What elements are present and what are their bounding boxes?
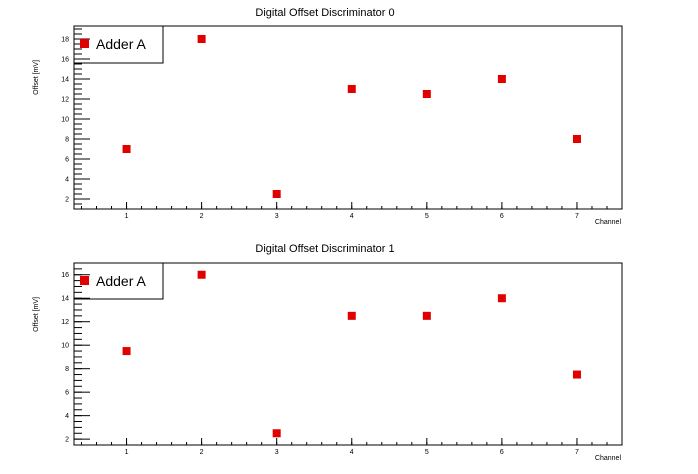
data-point [122,145,131,153]
y-tick-label: 2 [65,437,69,444]
y-axis: 2 4 6 8 10 12 14 16 18 [61,28,90,210]
y-tick-label: 14 [61,296,69,303]
data-point [497,75,506,83]
y-tick-label: 2 [65,197,69,204]
legend: Adder A [73,25,164,64]
y-tick-label: 16 [61,57,69,64]
x-axis: 1 2 3 4 5 6 7 [81,438,623,456]
legend-label: Adder A [96,273,146,289]
data-point [572,370,581,379]
x-tick-label: 2 [200,213,204,220]
plot-frame [73,25,623,210]
x-tick-label: 4 [350,449,354,456]
x-tick-label: 4 [350,213,354,220]
data-point [272,190,281,198]
x-tick-label: 3 [275,449,279,456]
legend-box [73,262,164,300]
data-point [347,311,356,320]
legend: Adder A [73,262,164,300]
data-point [497,294,506,303]
data-points [122,270,581,438]
data-points [122,35,581,198]
x-tick-label: 1 [125,449,129,456]
y-tick-label: 12 [61,97,69,104]
y-tick-label: 18 [61,37,69,44]
x-axis-label: Channel [595,455,622,462]
legend-label: Adder A [96,36,146,52]
y-tick-label: 6 [65,390,69,397]
legend-marker [80,39,89,48]
y-tick-label: 10 [61,117,69,124]
x-tick-label: 2 [200,449,204,456]
y-tick-label: 14 [61,77,69,84]
x-tick-label: 7 [575,213,579,220]
data-point [422,90,431,98]
y-tick-label: 12 [61,319,69,326]
y-axis: 2 4 6 8 10 12 14 16 [61,262,90,446]
y-tick-label: 4 [65,413,69,420]
y-tick-label: 8 [65,137,69,144]
y-tick-label: 8 [65,366,69,373]
chart-title: Digital Offset Discriminator 0 [255,7,394,19]
data-point [572,135,581,143]
y-tick-label: 6 [65,157,69,164]
x-tick-label: 5 [425,213,429,220]
y-axis-label: Offset [mV] [33,60,40,95]
x-axis: 1 2 3 4 5 6 7 [81,202,623,220]
data-point [422,311,431,320]
x-axis-label: Channel [595,219,622,226]
data-point [272,429,281,438]
x-tick-label: 6 [500,213,504,220]
chart-title: Digital Offset Discriminator 1 [255,243,394,255]
data-point [197,35,206,43]
y-tick-label: 10 [61,343,69,350]
y-tick-label: 16 [61,272,69,279]
legend-marker [80,276,89,285]
data-point [197,270,206,279]
data-point [122,347,131,356]
y-tick-label: 4 [65,177,69,184]
x-tick-label: 3 [275,213,279,220]
x-tick-label: 5 [425,449,429,456]
data-point [347,85,356,93]
legend-box [73,25,164,64]
x-tick-label: 6 [500,449,504,456]
y-axis-label: Offset [mV] [33,297,40,332]
plot-frame [73,262,623,446]
x-tick-label: 7 [575,449,579,456]
x-tick-label: 1 [125,213,129,220]
